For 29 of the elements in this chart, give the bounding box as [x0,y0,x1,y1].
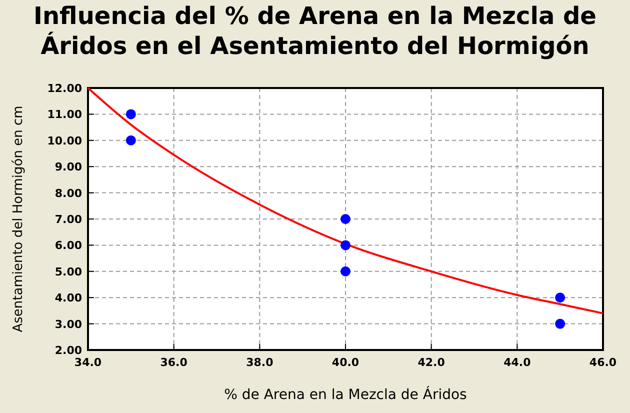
point [340,266,350,276]
y-tick-label: 10.00 [47,134,82,148]
x-tick-label: 36.0 [160,356,188,369]
point [126,135,136,146]
y-tick-label: 9.00 [54,160,82,174]
line-series [87,87,604,314]
y-tick-label: 12.00 [47,82,82,95]
y-tick-label: 6.00 [54,239,82,252]
y-tick-label: 8.00 [54,186,82,200]
y-tick-label: 3.00 [54,318,82,331]
y-tick-label: 11.00 [47,108,82,122]
x-tick-label: 34.0 [74,356,102,369]
point [340,240,350,250]
point [555,318,566,329]
y-axis-title: Asentamiento del Hormigón en cm [11,106,26,332]
x-tick-label: 44.0 [504,356,532,369]
point [126,109,136,120]
x-tick-label: 40.0 [332,356,360,369]
point [340,214,350,224]
y-tick-label: 4.00 [54,292,82,305]
point [555,292,566,303]
x-axis-title: % de Arena en la Mezcla de Áridos [224,386,467,403]
y-tick-label: 5.00 [54,265,82,278]
x-tick-label: 42.0 [418,356,446,369]
x-tick-label: 46.0 [589,356,617,369]
y-tick-label: 7.00 [54,213,82,226]
x-tick-label: 38.0 [246,356,274,369]
y-tick-label: 2.00 [54,344,82,357]
chart-title: Influencia del % de Arena en la Mezcla de Áridos en el Asentamiento del Hormigón [34,2,596,60]
